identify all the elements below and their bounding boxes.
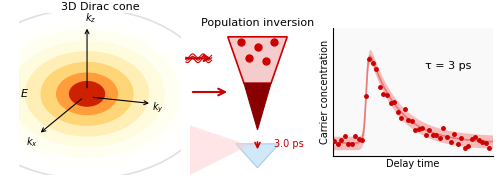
Ellipse shape xyxy=(0,30,180,158)
Polygon shape xyxy=(228,37,287,83)
Ellipse shape xyxy=(10,40,165,147)
Polygon shape xyxy=(244,83,271,130)
Text: τ = 3 ps: τ = 3 ps xyxy=(426,61,472,71)
Ellipse shape xyxy=(0,21,194,167)
Y-axis label: Carrier concentration: Carrier concentration xyxy=(320,40,330,144)
Text: Population inversion: Population inversion xyxy=(201,18,314,28)
Ellipse shape xyxy=(69,81,105,106)
Text: E: E xyxy=(20,89,28,99)
Polygon shape xyxy=(190,125,258,175)
Text: $k_x$: $k_x$ xyxy=(26,136,38,149)
Text: $k_y$: $k_y$ xyxy=(152,100,164,115)
Ellipse shape xyxy=(40,62,134,126)
Text: $k_z$: $k_z$ xyxy=(84,11,96,25)
X-axis label: Delay time: Delay time xyxy=(386,159,439,169)
Polygon shape xyxy=(236,144,279,168)
Text: 3.0 ps: 3.0 ps xyxy=(274,139,304,149)
Ellipse shape xyxy=(25,51,149,137)
Ellipse shape xyxy=(69,81,105,107)
Title: 3D Dirac cone: 3D Dirac cone xyxy=(60,2,140,12)
Ellipse shape xyxy=(56,72,118,115)
